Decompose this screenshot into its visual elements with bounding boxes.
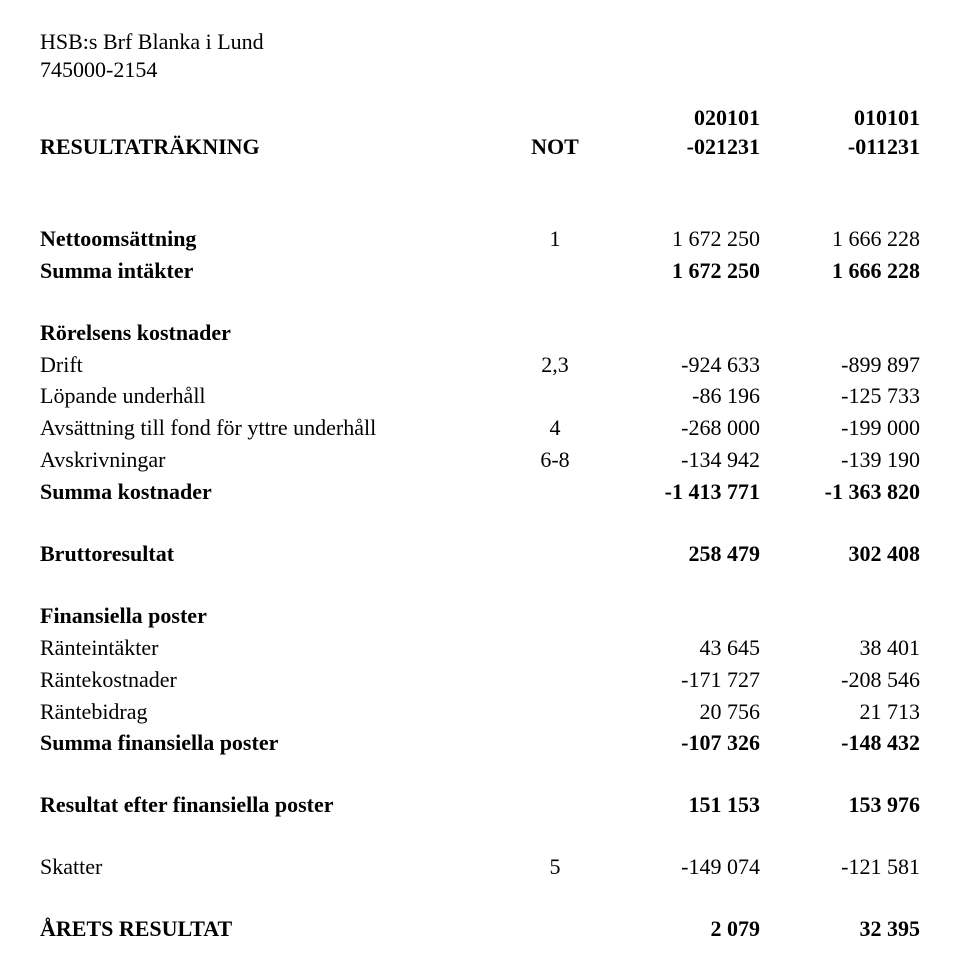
value-col1: 151 153	[600, 789, 760, 821]
row-nettoomsattning: Nettoomsättning 1 1 672 250 1 666 228	[40, 223, 920, 255]
row-ranteintakter: Ränteintäkter 43 645 38 401	[40, 632, 920, 664]
label: Räntekostnader	[40, 664, 510, 696]
label: Bruttoresultat	[40, 538, 510, 570]
value-col2: 38 401	[760, 632, 920, 664]
value-col1: 258 479	[600, 538, 760, 570]
value-col1: 20 756	[600, 696, 760, 728]
note: 5	[510, 851, 600, 883]
value-col1: -107 326	[600, 727, 760, 759]
note	[510, 632, 600, 664]
row-finansiella-poster: Finansiella poster	[40, 600, 920, 632]
org-name: HSB:s Brf Blanka i Lund	[40, 28, 920, 56]
report-title: RESULTATRÄKNING	[40, 131, 510, 163]
col2-period-start: 010101	[760, 105, 920, 131]
row-drift: Drift 2,3 -924 633 -899 897	[40, 349, 920, 381]
value-col2: -1 363 820	[760, 476, 920, 508]
col1-period-end: -021231	[600, 131, 760, 163]
value-col1: -134 942	[600, 444, 760, 476]
value-col2: 153 976	[760, 789, 920, 821]
note	[510, 380, 600, 412]
label: Summa finansiella poster	[40, 727, 510, 759]
value-col1: 1 672 250	[600, 223, 760, 255]
label: Finansiella poster	[40, 600, 510, 632]
label: Rörelsens kostnader	[40, 317, 510, 349]
value-col2: 1 666 228	[760, 255, 920, 287]
value-col1: 1 672 250	[600, 255, 760, 287]
row-summa-kostnader: Summa kostnader -1 413 771 -1 363 820	[40, 476, 920, 508]
note	[510, 538, 600, 570]
label: Avsättning till fond för yttre underhåll	[40, 412, 510, 444]
col2-period-end: -011231	[760, 131, 920, 163]
value-col2: -125 733	[760, 380, 920, 412]
note	[510, 696, 600, 728]
note	[510, 913, 600, 945]
col1-period-start: 020101	[600, 105, 760, 131]
note	[510, 727, 600, 759]
value-col2: -208 546	[760, 664, 920, 696]
value-col1: -1 413 771	[600, 476, 760, 508]
note	[510, 789, 600, 821]
org-number: 745000-2154	[40, 56, 920, 84]
value-col2: -121 581	[760, 851, 920, 883]
row-avsattning-fond: Avsättning till fond för yttre underhåll…	[40, 412, 920, 444]
value-col2: 302 408	[760, 538, 920, 570]
row-avskrivningar: Avskrivningar 6-8 -134 942 -139 190	[40, 444, 920, 476]
label: Summa intäkter	[40, 255, 510, 287]
value-col1: 43 645	[600, 632, 760, 664]
label: Summa kostnader	[40, 476, 510, 508]
label: Drift	[40, 349, 510, 381]
value-col2: -199 000	[760, 412, 920, 444]
note	[510, 476, 600, 508]
value-col1: -86 196	[600, 380, 760, 412]
value-col1: -149 074	[600, 851, 760, 883]
row-resultat-efter-fin: Resultat efter finansiella poster 151 15…	[40, 789, 920, 821]
row-skatter: Skatter 5 -149 074 -121 581	[40, 851, 920, 883]
row-lopande-underhall: Löpande underhåll -86 196 -125 733	[40, 380, 920, 412]
label: Räntebidrag	[40, 696, 510, 728]
row-arets-resultat: ÅRETS RESULTAT 2 079 32 395	[40, 913, 920, 945]
value-col1: 2 079	[600, 913, 760, 945]
label: Ränteintäkter	[40, 632, 510, 664]
note-header: NOT	[510, 131, 600, 163]
label: Skatter	[40, 851, 510, 883]
label: Nettoomsättning	[40, 223, 510, 255]
row-bruttoresultat: Bruttoresultat 258 479 302 408	[40, 538, 920, 570]
row-rantebidrag: Räntebidrag 20 756 21 713	[40, 696, 920, 728]
label: Löpande underhåll	[40, 380, 510, 412]
note	[510, 664, 600, 696]
note: 4	[510, 412, 600, 444]
value-col2: -899 897	[760, 349, 920, 381]
value-col1: -268 000	[600, 412, 760, 444]
label: Avskrivningar	[40, 444, 510, 476]
row-summa-finansiella: Summa finansiella poster -107 326 -148 4…	[40, 727, 920, 759]
row-rantekostnader: Räntekostnader -171 727 -208 546	[40, 664, 920, 696]
value-col1: -171 727	[600, 664, 760, 696]
label: Resultat efter finansiella poster	[40, 789, 510, 821]
value-col1: -924 633	[600, 349, 760, 381]
value-col2: -148 432	[760, 727, 920, 759]
value-col2: -139 190	[760, 444, 920, 476]
value-col2: 32 395	[760, 913, 920, 945]
label: ÅRETS RESULTAT	[40, 913, 510, 945]
note: 6-8	[510, 444, 600, 476]
value-col2: 1 666 228	[760, 223, 920, 255]
note: 2,3	[510, 349, 600, 381]
row-summa-intakter: Summa intäkter 1 672 250 1 666 228	[40, 255, 920, 287]
value-col2: 21 713	[760, 696, 920, 728]
row-rorelsens-kostnader: Rörelsens kostnader	[40, 317, 920, 349]
note: 1	[510, 223, 600, 255]
note	[510, 255, 600, 287]
